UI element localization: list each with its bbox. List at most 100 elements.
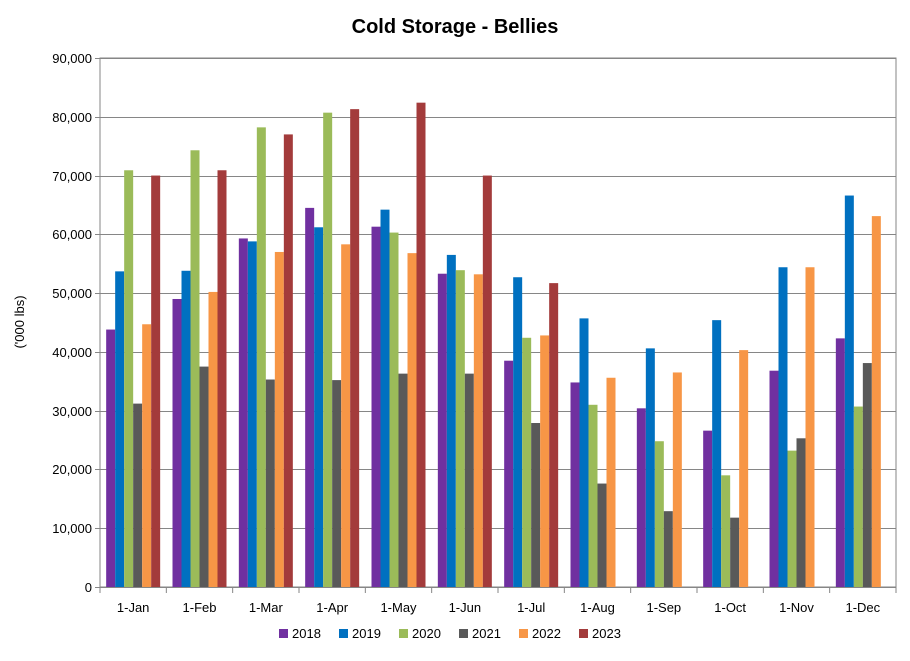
- bar-2018-1-Nov: [769, 370, 779, 587]
- bar-2020-1-Jan: [124, 170, 134, 587]
- y-tick-label: 80,000: [52, 110, 92, 125]
- bar-2018-1-Apr: [305, 207, 315, 587]
- bar-2021-1-Aug: [597, 483, 607, 587]
- bar-2023-1-May: [416, 102, 426, 587]
- bar-2023-1-Jun: [482, 175, 492, 588]
- x-tick-label: 1-Jul: [517, 600, 545, 615]
- bar-2021-1-Nov: [796, 438, 806, 587]
- bar-2019-1-Nov: [778, 267, 788, 587]
- bar-2018-1-Dec: [835, 338, 845, 587]
- bar-2021-1-Apr: [332, 380, 342, 587]
- bar-2020-1-Jul: [522, 337, 532, 587]
- bar-2018-1-Jan: [106, 329, 116, 587]
- bar-2019-1-Mar: [247, 241, 257, 588]
- bar-2020-1-Oct: [721, 475, 731, 587]
- bar-2023-1-Jul: [549, 283, 559, 587]
- x-tick-label: 1-Dec: [845, 600, 880, 615]
- x-tick-label: 1-May: [380, 600, 417, 615]
- bar-2018-1-Feb: [172, 298, 182, 587]
- y-tick-label: 60,000: [52, 227, 92, 242]
- bar-2018-1-May: [371, 226, 381, 588]
- x-tick-label: 1-Feb: [183, 600, 217, 615]
- bar-2021-1-Jul: [531, 423, 541, 587]
- bar-2018-1-Jun: [437, 273, 447, 587]
- bar-2022-1-Jan: [142, 324, 152, 587]
- y-tick-label: 90,000: [52, 51, 92, 66]
- bar-2021-1-Mar: [265, 379, 275, 587]
- bar-2023-1-Apr: [350, 109, 360, 588]
- bar-2023-1-Mar: [283, 134, 293, 587]
- bar-2019-1-May: [380, 209, 390, 587]
- bar-2022-1-Nov: [805, 267, 815, 587]
- bar-2018-1-Aug: [570, 382, 580, 587]
- bar-2020-1-Nov: [787, 450, 797, 587]
- bar-2021-1-May: [398, 373, 408, 587]
- x-tick-label: 1-Oct: [714, 600, 746, 615]
- bar-2022-1-Apr: [341, 244, 351, 587]
- bar-2018-1-Jul: [504, 360, 514, 587]
- bar-2021-1-Oct: [730, 517, 740, 587]
- x-tick-label: 1-Sep: [646, 600, 681, 615]
- bar-2022-1-Aug: [606, 377, 616, 587]
- y-tick-label: 0: [85, 580, 92, 595]
- bar-2019-1-Oct: [712, 320, 722, 587]
- bar-2018-1-Sep: [636, 408, 646, 587]
- legend-swatch-2019: [339, 629, 348, 638]
- plot-area: 0 10,000 20,000 30,000 40,000 50,000 60,000 70,…: [52, 51, 897, 615]
- legend-label-2023: 2023: [592, 626, 621, 641]
- bar-2020-1-May: [389, 232, 399, 587]
- legend-label-2019: 2019: [352, 626, 381, 641]
- legend: 2018 2019 2020 2021 2022 2023: [279, 626, 621, 641]
- bar-2019-1-Feb: [181, 270, 191, 587]
- y-tick-label: 20,000: [52, 462, 92, 477]
- bar-2022-1-Dec: [871, 216, 881, 587]
- x-tick-label: 1-Mar: [249, 600, 284, 615]
- bar-2019-1-Dec: [844, 195, 854, 588]
- legend-swatch-2022: [519, 629, 528, 638]
- legend-label-2022: 2022: [532, 626, 561, 641]
- bar-2020-1-Feb: [190, 150, 200, 587]
- legend-swatch-2023: [579, 629, 588, 638]
- bar-2019-1-Jan: [115, 271, 125, 587]
- bar-2022-1-Sep: [672, 372, 682, 587]
- bar-2019-1-Jul: [513, 277, 523, 587]
- bar-2021-1-Sep: [663, 511, 673, 587]
- bar-2021-1-Dec: [862, 363, 872, 587]
- bar-2022-1-Mar: [274, 251, 284, 587]
- legend-swatch-2020: [399, 629, 408, 638]
- bar-2022-1-Jun: [473, 274, 483, 587]
- bar-2019-1-Aug: [579, 318, 589, 587]
- bar-2021-1-Jan: [133, 403, 143, 587]
- y-tick-label: 10,000: [52, 521, 92, 536]
- bar-2020-1-Dec: [853, 406, 863, 587]
- y-tick-label: 50,000: [52, 286, 92, 301]
- bar-2020-1-Mar: [256, 127, 266, 587]
- legend-label-2020: 2020: [412, 626, 441, 641]
- x-tick-label: 1-Apr: [316, 600, 348, 615]
- bar-2022-1-Oct: [739, 350, 749, 587]
- y-axis-label: ('000 lbs): [12, 295, 27, 348]
- bar-2022-1-Feb: [208, 291, 218, 587]
- x-tick-label: 1-Jan: [117, 600, 150, 615]
- x-tick-label: 1-Aug: [580, 600, 615, 615]
- y-tick-label: 40,000: [52, 345, 92, 360]
- bar-2021-1-Jun: [464, 373, 474, 587]
- y-tick-label: 30,000: [52, 404, 92, 419]
- bar-2023-1-Feb: [217, 170, 227, 587]
- bar-2020-1-Aug: [588, 404, 598, 587]
- bar-2019-1-Sep: [645, 348, 655, 587]
- x-tick-label: 1-Jun: [449, 600, 482, 615]
- legend-swatch-2021: [459, 629, 468, 638]
- chart-title: Cold Storage - Bellies: [352, 16, 559, 38]
- bar-2023-1-Jan: [151, 175, 161, 588]
- bar-2022-1-Jul: [540, 335, 550, 587]
- legend-label-2018: 2018: [292, 626, 321, 641]
- bar-2019-1-Jun: [446, 254, 456, 587]
- legend-label-2021: 2021: [472, 626, 501, 641]
- y-tick-label: 70,000: [52, 169, 92, 184]
- bar-2020-1-Jun: [455, 270, 465, 587]
- bar-2019-1-Apr: [314, 227, 324, 587]
- bar-2018-1-Mar: [238, 238, 248, 587]
- x-tick-label: 1-Nov: [779, 600, 814, 615]
